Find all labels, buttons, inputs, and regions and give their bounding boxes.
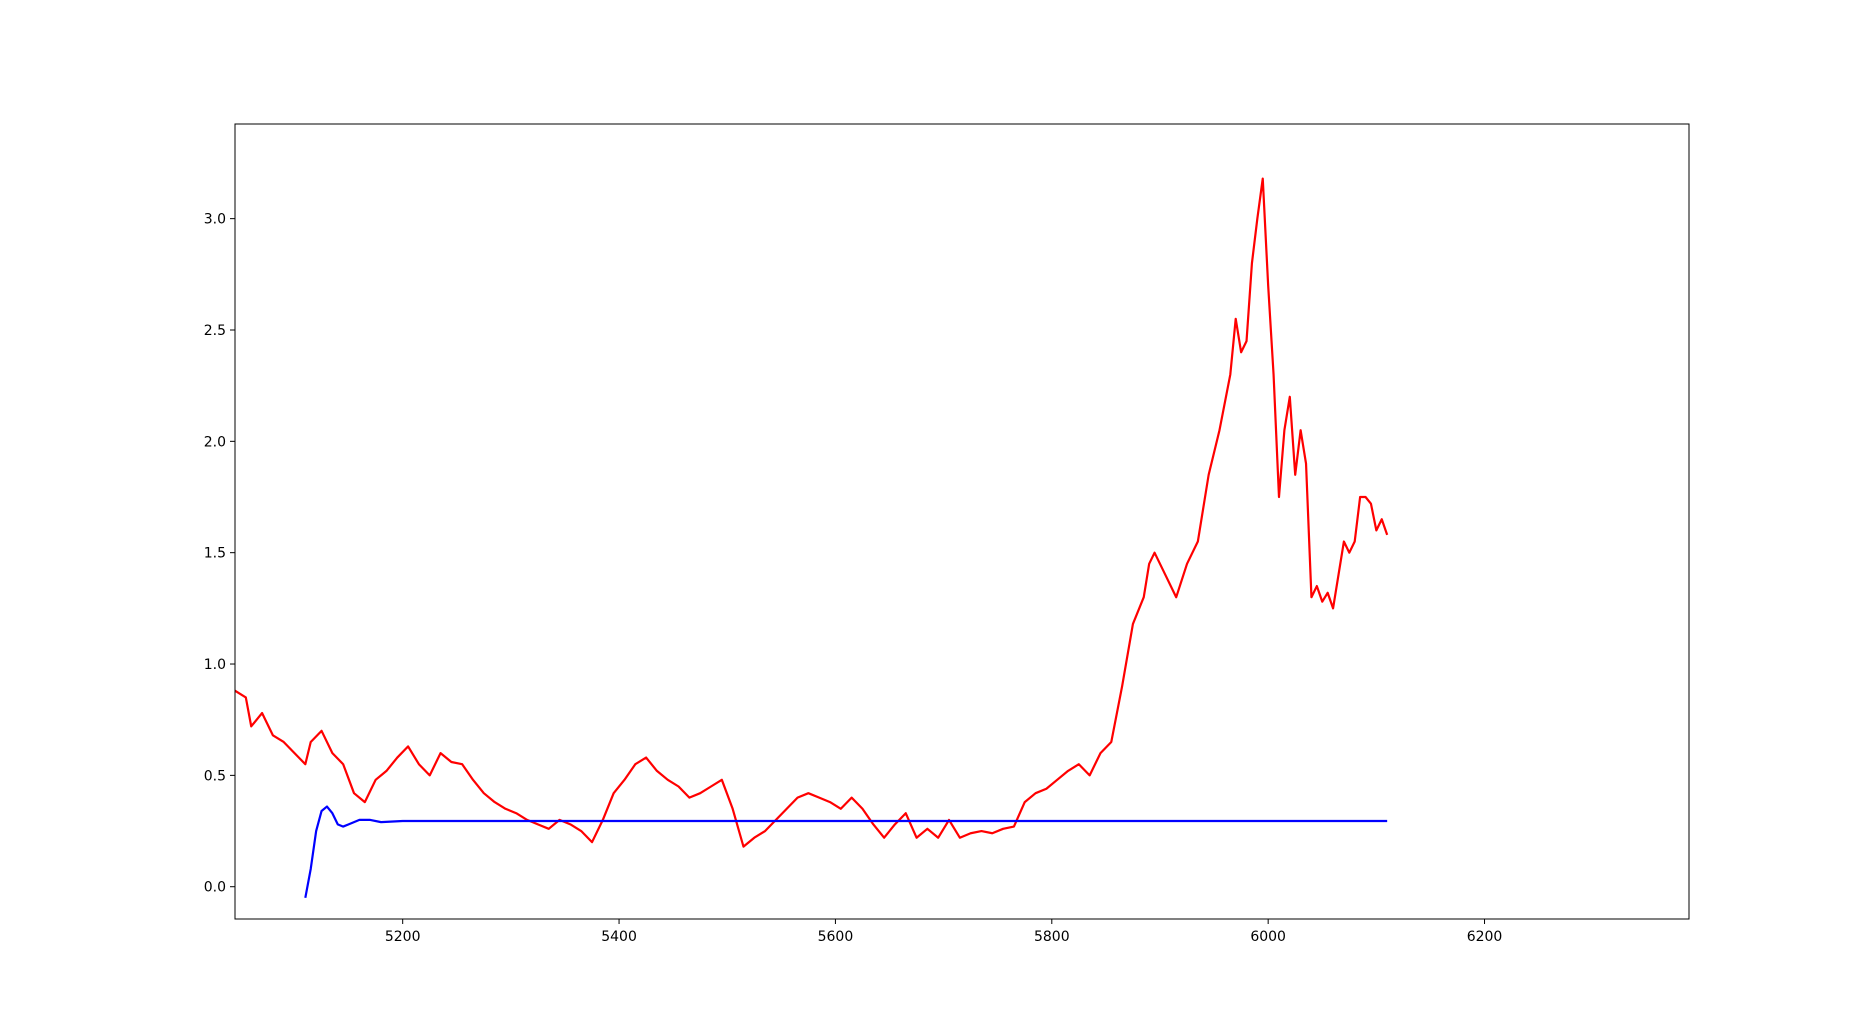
y-tick-label: 0.0 (204, 880, 226, 896)
x-tick-label: 5200 (385, 929, 421, 945)
series-line (304, 805, 1388, 899)
y-tick-label: 0.5 (204, 768, 226, 784)
x-tick-label: 5800 (1034, 929, 1070, 945)
series-line (235, 177, 1389, 848)
y-tick-label: 2.5 (204, 323, 226, 339)
x-tick-label: 5400 (601, 929, 637, 945)
x-tick-label: 6000 (1250, 929, 1286, 945)
y-tick-label: 1.5 (204, 546, 226, 562)
x-tick-label: 5600 (818, 929, 854, 945)
x-tick-label: 6200 (1467, 929, 1503, 945)
y-tick-label: 2.0 (204, 434, 226, 450)
plot-frame (234, 123, 1690, 920)
y-tick-label: 3.0 (204, 212, 226, 228)
y-tick-label: 1.0 (204, 657, 226, 673)
